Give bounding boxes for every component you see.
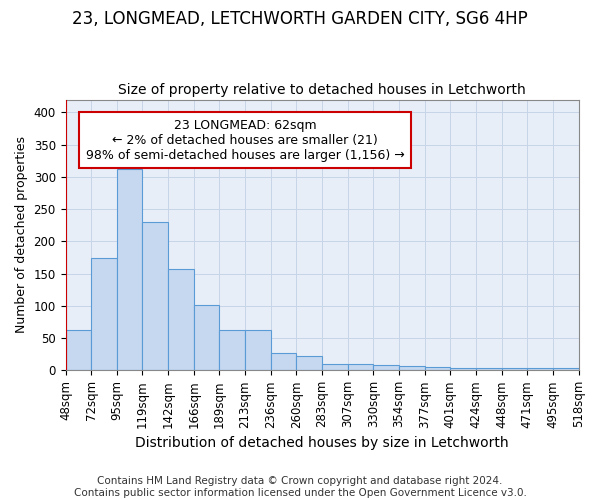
- Bar: [117, 168, 142, 370]
- Bar: [245, 330, 271, 370]
- Bar: [502, 368, 527, 370]
- Bar: [65, 330, 91, 370]
- Bar: [347, 364, 373, 370]
- Bar: [373, 364, 399, 370]
- Y-axis label: Number of detached properties: Number of detached properties: [15, 136, 28, 334]
- Bar: [553, 368, 578, 370]
- Bar: [527, 368, 553, 370]
- Title: Size of property relative to detached houses in Letchworth: Size of property relative to detached ho…: [118, 83, 526, 97]
- Bar: [91, 258, 117, 370]
- Bar: [142, 222, 168, 370]
- Text: 23 LONGMEAD: 62sqm
← 2% of detached houses are smaller (21)
98% of semi-detached: 23 LONGMEAD: 62sqm ← 2% of detached hous…: [86, 118, 404, 162]
- Bar: [271, 353, 296, 370]
- Text: 23, LONGMEAD, LETCHWORTH GARDEN CITY, SG6 4HP: 23, LONGMEAD, LETCHWORTH GARDEN CITY, SG…: [72, 10, 528, 28]
- Bar: [399, 366, 425, 370]
- Bar: [296, 356, 322, 370]
- Bar: [322, 364, 347, 370]
- Bar: [476, 368, 502, 370]
- Bar: [450, 368, 476, 370]
- X-axis label: Distribution of detached houses by size in Letchworth: Distribution of detached houses by size …: [135, 436, 509, 450]
- Bar: [168, 269, 194, 370]
- Bar: [425, 367, 450, 370]
- Bar: [194, 304, 220, 370]
- Bar: [220, 330, 245, 370]
- Text: Contains HM Land Registry data © Crown copyright and database right 2024.
Contai: Contains HM Land Registry data © Crown c…: [74, 476, 526, 498]
